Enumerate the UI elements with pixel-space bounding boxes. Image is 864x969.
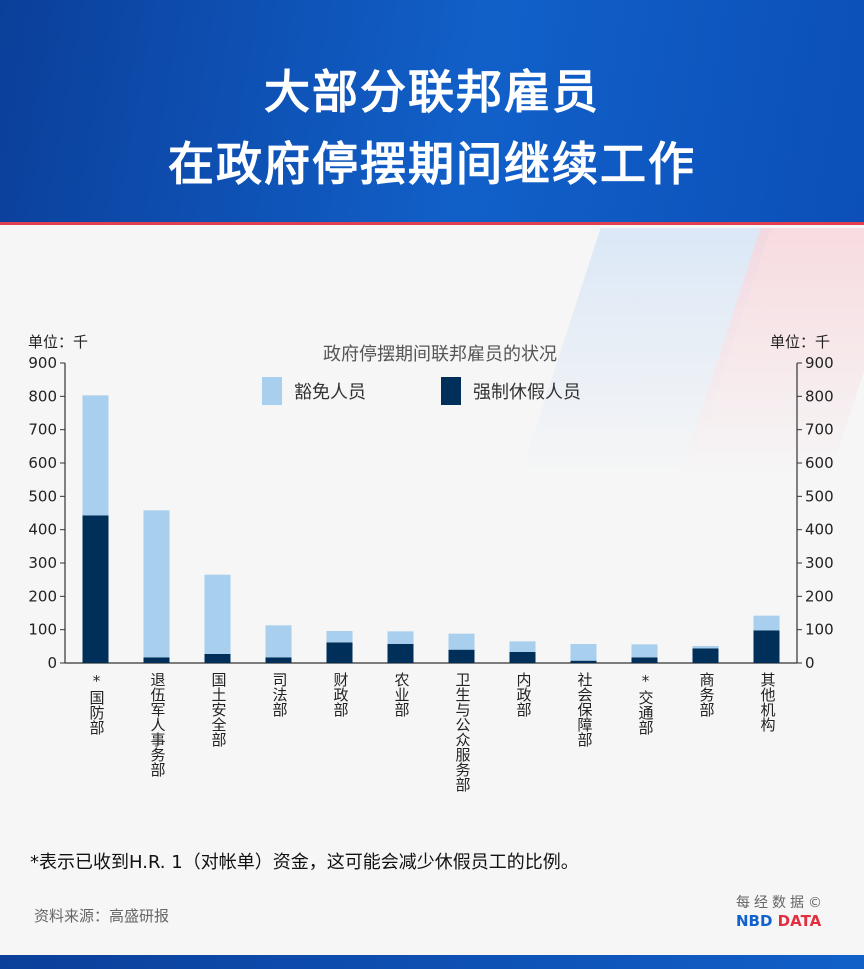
- x-tick-label: *交通部: [636, 672, 655, 735]
- x-tick-label: 社会保障部: [575, 672, 594, 747]
- y-tick-label-right: 800: [805, 387, 834, 405]
- x-tick-label: 内政部: [514, 672, 533, 717]
- bar-furloughed: [82, 515, 109, 663]
- y-tick-label-right: 700: [805, 421, 834, 439]
- bar-furloughed: [326, 642, 353, 663]
- y-tick-label-left: 800: [28, 387, 57, 405]
- page-title-line1: 大部分联邦雇员: [264, 65, 600, 119]
- bar-furloughed: [265, 657, 292, 663]
- legend-exempt: 豁免人员: [262, 377, 366, 405]
- bar-exempt: [204, 574, 231, 654]
- unit-right: 单位：千: [770, 333, 831, 351]
- logo-cn: 每经数据©: [736, 895, 826, 911]
- header-divider: [0, 222, 864, 225]
- bar-furloughed: [570, 660, 597, 663]
- source: 资料来源：高盛研报: [34, 907, 170, 925]
- bar-exempt: [509, 641, 536, 652]
- x-tick-label: 商务部: [697, 672, 716, 717]
- x-tick-label: 退伍军人事务部: [148, 672, 167, 777]
- y-tick-label-right: 600: [805, 454, 834, 472]
- y-tick-label-left: 300: [28, 554, 57, 572]
- y-tick-label-right: 500: [805, 487, 834, 505]
- x-tick-label: 卫生与公众服务部: [453, 672, 472, 792]
- bar-exempt: [265, 625, 292, 658]
- page-title-line2: 在政府停摆期间继续工作: [168, 137, 696, 191]
- logo: 每经数据© NBD DATA: [736, 892, 826, 930]
- bar-furloughed: [692, 648, 719, 663]
- bar-furloughed: [204, 654, 231, 663]
- legend-label: 豁免人员: [294, 382, 366, 403]
- header-banner: [0, 0, 864, 222]
- bar-furloughed: [509, 652, 536, 663]
- y-tick-label-left: 500: [28, 487, 57, 505]
- bar-exempt: [631, 644, 658, 658]
- bar-furloughed: [143, 657, 170, 663]
- x-tick-label: 司法部: [270, 672, 289, 717]
- x-tick-label: 农业部: [392, 672, 411, 717]
- y-tick-label-left: 700: [28, 421, 57, 439]
- y-tick-label-right: 400: [805, 521, 834, 539]
- x-tick-label: 国土安全部: [209, 672, 228, 747]
- chart-title: 政府停摆期间联邦雇员的状况: [323, 344, 557, 365]
- unit-left: 单位：千: [28, 333, 89, 351]
- bar-exempt: [753, 615, 780, 631]
- y-tick-label-left: 900: [28, 354, 57, 372]
- bar-exempt: [692, 646, 719, 649]
- bar-exempt: [326, 631, 353, 643]
- x-tick-label: 其他机构: [758, 672, 777, 732]
- y-tick-label-right: 0: [805, 654, 815, 672]
- y-tick-label-left: 200: [28, 587, 57, 605]
- footnote: *表示已收到H.R. 1（对帐单）资金，这可能会减少休假员工的比例。: [30, 852, 579, 873]
- bar-furloughed: [753, 630, 780, 663]
- x-tick-label: 财政部: [331, 672, 350, 717]
- logo-en-red: DATA: [777, 912, 822, 930]
- legend-furloughed: 强制休假人员: [441, 377, 581, 405]
- legend-swatch: [441, 377, 461, 405]
- bar-furloughed: [387, 644, 414, 663]
- bar-exempt: [448, 633, 475, 650]
- logo-en-blue: NBD: [736, 912, 778, 930]
- bar-furloughed: [448, 649, 475, 663]
- bar-furloughed: [631, 657, 658, 663]
- bar-exempt: [570, 644, 597, 661]
- y-tick-label-left: 400: [28, 521, 57, 539]
- y-tick-label-right: 900: [805, 354, 834, 372]
- bar-exempt: [143, 510, 170, 658]
- legend-swatch: [262, 377, 282, 405]
- logo-en: NBD DATA: [736, 912, 826, 930]
- footer-bar: [0, 955, 864, 969]
- x-tick-label: *国防部: [87, 672, 106, 735]
- y-tick-label-right: 100: [805, 621, 834, 639]
- y-tick-label-left: 600: [28, 454, 57, 472]
- y-tick-label-left: 0: [47, 654, 57, 672]
- bar-exempt: [82, 395, 109, 516]
- y-tick-label-left: 100: [28, 621, 57, 639]
- legend-label: 强制休假人员: [473, 382, 581, 403]
- y-tick-label-right: 200: [805, 587, 834, 605]
- y-tick-label-right: 300: [805, 554, 834, 572]
- bar-exempt: [387, 631, 414, 644]
